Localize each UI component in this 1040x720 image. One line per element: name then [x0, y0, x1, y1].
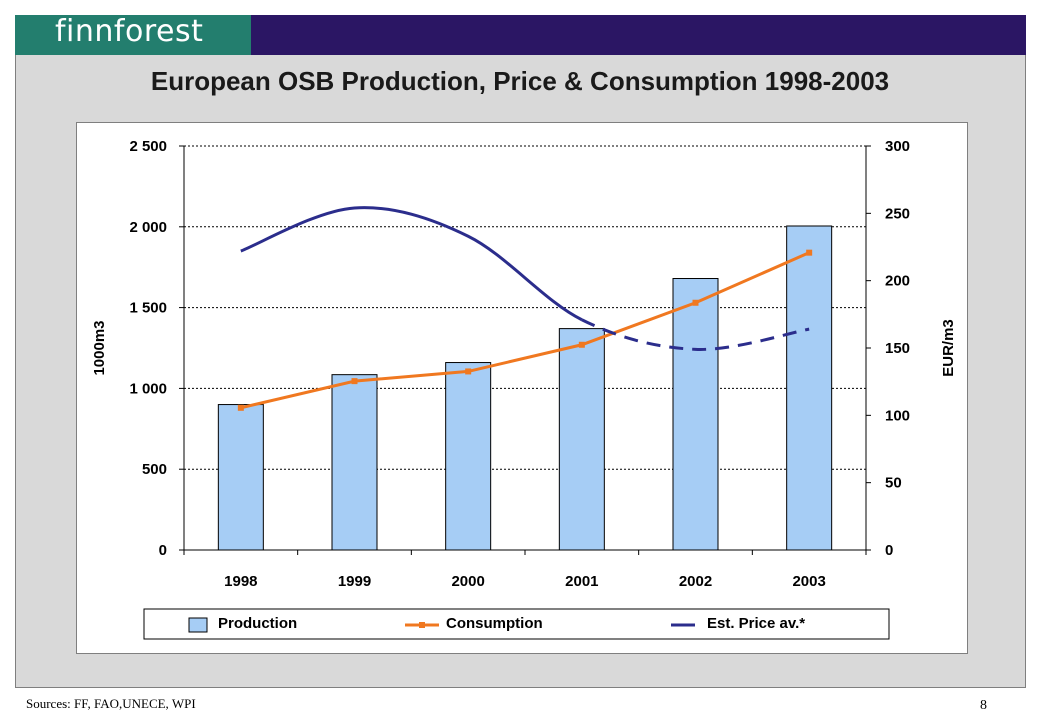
production-bar: [445, 362, 492, 551]
source-note: Sources: FF, FAO,UNECE, WPI: [26, 696, 196, 711]
production-bar: [558, 328, 605, 551]
finnforest-logo: finnforest: [55, 14, 204, 49]
left-tick-label: 2 500: [129, 138, 167, 155]
legend-swatch-production: [188, 617, 208, 633]
consumption-point: [578, 341, 585, 348]
left-tick-label: 0: [159, 542, 167, 559]
y-axis-title-right: EUR/m3: [940, 319, 957, 377]
x-tick-label: 2002: [679, 573, 712, 590]
left-tick-label: 1 000: [129, 380, 167, 397]
chart-panel: 0 500 1 000 1 500 2 000 2 500 0 50 100 150 200 250 3…: [76, 122, 968, 654]
x-tick-label: 1998: [224, 573, 257, 590]
legend-swatch-consumption-marker: [419, 622, 425, 628]
consumption-line: [240, 251, 810, 410]
consumption-point: [351, 378, 358, 385]
x-tick-label: 2003: [792, 573, 825, 590]
left-tick-label: 500: [142, 461, 167, 478]
consumption-point: [465, 368, 472, 375]
page-number: 8: [980, 698, 987, 713]
y-axis-title: 1000m3: [91, 320, 108, 375]
page-title: European OSB Production, Price & Consump…: [150, 66, 890, 96]
production-bar: [217, 404, 264, 551]
right-tick-label: 150: [885, 340, 910, 357]
price-line-dashed: [581, 318, 810, 351]
right-tick-label: 0: [885, 542, 893, 559]
left-tick-label: 2 000: [129, 219, 167, 236]
right-tick-label: 100: [885, 407, 910, 424]
consumption-point: [806, 249, 813, 256]
legend-label-price: Est. Price av.*: [707, 615, 805, 632]
right-tick-label: 200: [885, 273, 910, 290]
production-bar: [672, 278, 719, 551]
logo-block: [15, 15, 251, 55]
right-tick-label: 50: [885, 475, 902, 492]
x-tick-label: 2001: [565, 573, 598, 590]
consumption-point: [237, 404, 244, 411]
left-tick-label: 1 500: [129, 300, 167, 317]
x-tick-label: 1999: [338, 573, 371, 590]
x-tick-label: 2000: [451, 573, 484, 590]
right-tick-label: 250: [885, 205, 910, 222]
production-bar: [786, 225, 833, 551]
chart-svg: 0 500 1 000 1 500 2 000 2 500 0 50 100 150 200 250 3…: [91, 138, 957, 640]
legend-box: [143, 608, 890, 640]
right-tick-label: 300: [885, 138, 910, 155]
production-bar: [331, 374, 378, 551]
consumption-point: [692, 299, 699, 306]
price-line-solid: [240, 206, 583, 322]
legend-label-consumption: Consumption: [446, 615, 543, 632]
legend-label-production: Production: [218, 615, 297, 632]
